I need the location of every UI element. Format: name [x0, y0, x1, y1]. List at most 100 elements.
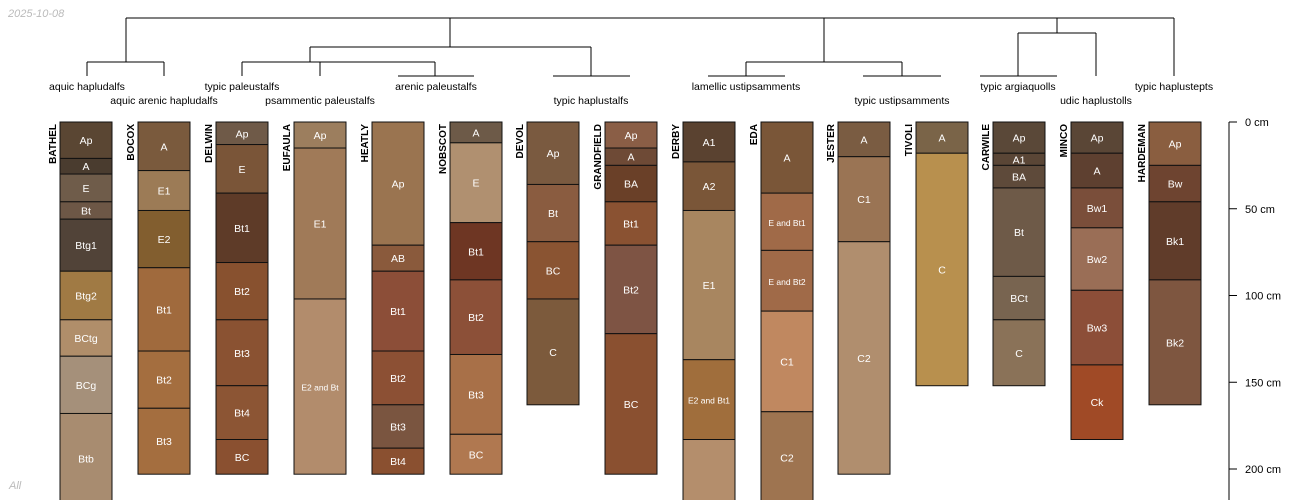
horizon-nobscot-4 [449, 353, 503, 435]
horizon-label: Bt2 [234, 286, 250, 298]
horizon-label: C [938, 264, 946, 276]
horizon-delwin-2 [215, 192, 269, 264]
horizon-label: Bt2 [390, 373, 406, 385]
horizon-carwile-0 [992, 121, 1046, 154]
profile-bathel: Ap AE Bt Btg1 Btg2 BCtg BCg Btb BATHEL [48, 121, 113, 500]
horizon-bocox-1 [137, 170, 191, 211]
horizon-label: Ck [1091, 397, 1105, 409]
profile-nobscot: A E Bt1 Bt2 Bt3 BC NOBSCOT [438, 121, 503, 475]
horizon-label: A [160, 141, 167, 153]
horizon-eda-2 [760, 249, 814, 312]
horizon-label: Bt1 [623, 218, 639, 230]
horizon-label: Bt2 [623, 284, 639, 296]
horizon-label: Bt4 [234, 408, 250, 420]
horizon-label: Ap [1013, 133, 1026, 145]
horizon-eda-3 [760, 310, 814, 413]
profile-hardeman: Ap Bw Bk1 Bk2 HARDEMAN [1137, 121, 1202, 406]
horizon-minco-5 [1070, 364, 1124, 441]
horizon-label: Bk2 [1166, 337, 1184, 349]
horizon-label: Bt4 [390, 456, 406, 468]
horizon-minco-2 [1070, 187, 1124, 229]
horizon-label: C [1015, 348, 1023, 360]
horizon-carwile-4 [992, 275, 1046, 321]
horizon-label: Ap [236, 128, 249, 140]
profile-name: HARDEMAN [1137, 124, 1148, 182]
horizon-bathel-6 [59, 319, 113, 357]
horizon-bathel-5 [59, 270, 113, 321]
profile-name: DELWIN [204, 124, 215, 163]
axis-tick-label: 200 cm [1245, 464, 1281, 476]
taxon-label: udic haplustolls [1060, 95, 1132, 107]
horizon-label: Bt2 [468, 312, 484, 324]
taxon-label: psammentic paleustalfs [265, 95, 375, 107]
profile-name: DERBY [671, 124, 682, 159]
taxon-label: arenic paleustalfs [395, 81, 477, 93]
profile-bocox: A E1 E2 Bt1 Bt2 Bt3 BOCOX [126, 121, 191, 475]
horizon-nobscot-3 [449, 279, 503, 355]
horizon-minco-4 [1070, 289, 1124, 366]
horizon-label: A [783, 153, 790, 165]
horizon-label: BCt [1010, 293, 1028, 305]
horizon-carwile-5 [992, 319, 1046, 387]
profile-jester: A C1 C2 JESTER [826, 121, 891, 475]
horizon-nobscot-5 [449, 433, 503, 475]
profile-delwin: Ap E Bt1 Bt2 Bt3 Bt4 BC DELWIN [204, 121, 269, 475]
profile-name: EDA [749, 124, 760, 145]
horizon-grandfield-0 [604, 121, 658, 149]
horizon-label: Bw2 [1087, 254, 1108, 266]
horizon-devol-2 [526, 241, 580, 300]
profile-name: CARWILE [981, 124, 992, 171]
horizon-eufaula-2 [293, 298, 347, 475]
horizon-label: E1 [703, 280, 716, 292]
horizon-label: E and Bt1 [768, 218, 806, 228]
horizon-label: Bw1 [1087, 203, 1108, 215]
profile-devol: Ap Bt BC C DEVOL [515, 121, 580, 406]
profile-minco: Ap A Bw1 Bw2 Bw3 Ck MINCO [1059, 121, 1124, 441]
horizon-hardeman-3 [1148, 279, 1202, 406]
horizon-label: C1 [857, 194, 871, 206]
horizon-bocox-5 [137, 407, 191, 475]
taxon-label: typic haplustalfs [554, 95, 629, 107]
horizon-label: Btb [78, 454, 94, 466]
axis-tick-label: 50 cm [1245, 204, 1275, 216]
horizon-delwin-4 [215, 319, 269, 387]
horizon-eufaula-1 [293, 147, 347, 300]
horizon-nobscot-1 [449, 142, 503, 224]
profile-carwile: Ap A1 BA Bt BCt C CARWILE [981, 121, 1046, 387]
horizon-minco-1 [1070, 152, 1124, 189]
horizon-hardeman-0 [1148, 121, 1202, 166]
horizon-label: Btg1 [75, 240, 97, 252]
horizon-label: Ap [314, 130, 327, 142]
horizon-label: BCtg [74, 333, 98, 345]
horizon-label: Bt1 [468, 246, 484, 258]
horizon-label: Ap [625, 130, 638, 142]
taxon-label: typic haplustepts [1135, 81, 1213, 93]
profile-tivoli: A C TIVOLI [904, 121, 969, 387]
taxon-label: aquic arenic hapludalfs [110, 95, 217, 107]
horizon-label: Ap [392, 179, 405, 191]
profile-name: BATHEL [48, 124, 59, 164]
profile-name: GRANDFIELD [593, 124, 604, 190]
taxon-label: typic argiaquolls [980, 81, 1055, 93]
horizon-eda-0 [760, 121, 814, 194]
horizon-label: BCg [76, 380, 97, 392]
horizon-label: Bt3 [156, 436, 172, 448]
horizon-heatly-5 [371, 447, 425, 475]
horizon-label: Ap [1169, 139, 1182, 151]
profile-name: JESTER [826, 123, 837, 163]
axis-tick-label: 0 cm [1245, 117, 1269, 129]
horizon-label: BA [624, 179, 638, 191]
profile-name: EUFAULA [282, 124, 293, 171]
corner-label: All [9, 480, 22, 492]
horizon-label: Bt2 [156, 375, 172, 387]
horizon-heatly-1 [371, 244, 425, 272]
horizon-label: A1 [703, 137, 716, 149]
horizon-bathel-2 [59, 173, 113, 203]
horizon-derby-4 [682, 439, 736, 500]
profile-name: DEVOL [515, 124, 526, 158]
horizon-label: Bt1 [390, 306, 406, 318]
taxon-label: typic ustipsamments [854, 95, 949, 107]
horizon-delwin-6 [215, 439, 269, 475]
date-stamp: 2025-10-08 [8, 8, 65, 20]
